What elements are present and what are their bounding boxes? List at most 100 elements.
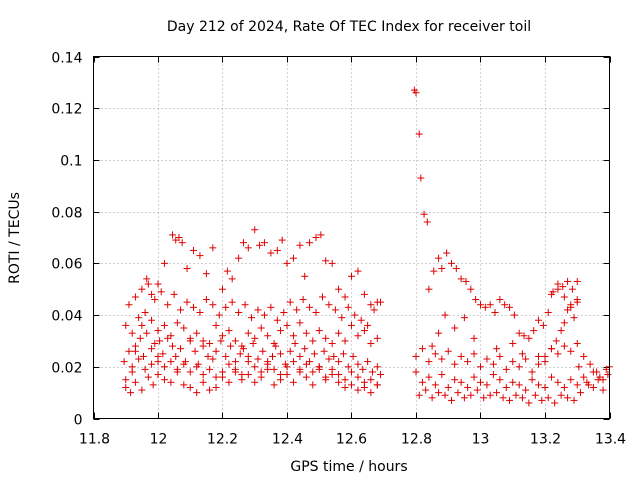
- data-point: [570, 314, 578, 322]
- data-point: [351, 311, 359, 319]
- data-point: [151, 340, 159, 348]
- data-point: [567, 303, 575, 311]
- data-point: [489, 371, 497, 379]
- data-point: [125, 301, 133, 309]
- data-point: [575, 363, 583, 371]
- data-point: [491, 308, 499, 316]
- data-point: [535, 352, 543, 360]
- data-point: [483, 355, 491, 363]
- data-point: [148, 345, 156, 353]
- data-point: [151, 296, 159, 304]
- data-point: [302, 329, 310, 337]
- data-point: [435, 389, 443, 397]
- data-point: [322, 257, 330, 265]
- data-point: [239, 239, 247, 247]
- data-point: [212, 321, 220, 329]
- data-point: [167, 378, 175, 386]
- data-point: [312, 234, 320, 241]
- data-point: [441, 311, 449, 319]
- data-point: [289, 378, 297, 386]
- data-point: [169, 342, 177, 350]
- data-point: [359, 365, 367, 373]
- data-point: [496, 376, 504, 384]
- data-point: [244, 358, 252, 366]
- data-point: [580, 352, 588, 360]
- data-point: [325, 301, 333, 309]
- data-point: [564, 277, 572, 285]
- y-tick-label: 0.02: [51, 361, 82, 377]
- data-point: [483, 381, 491, 389]
- data-point: [122, 383, 130, 391]
- data-point: [160, 321, 168, 329]
- data-point: [477, 378, 484, 386]
- data-point: [509, 378, 517, 386]
- data-point: [367, 389, 375, 397]
- y-tick-label: 0.08: [51, 206, 82, 222]
- data-point: [286, 347, 294, 355]
- data-point: [522, 355, 530, 363]
- data-point: [568, 285, 576, 293]
- data-point: [289, 332, 297, 340]
- data-point: [412, 368, 420, 376]
- data-point: [341, 383, 349, 391]
- data-point: [431, 381, 439, 389]
- data-point: [251, 226, 259, 234]
- data-point: [541, 358, 549, 366]
- data-point: [199, 337, 207, 345]
- x-tick-label: 12: [150, 432, 168, 448]
- data-point: [443, 249, 451, 257]
- data-point: [215, 311, 223, 319]
- data-point: [128, 329, 136, 337]
- data-point: [435, 254, 443, 262]
- data-point: [370, 306, 378, 314]
- data-point: [535, 360, 543, 368]
- y-tick-label: 0: [74, 413, 83, 429]
- y-axis-label: ROTI / TECUs: [7, 192, 23, 284]
- data-point: [428, 394, 436, 402]
- data-point: [357, 316, 365, 324]
- data-point: [547, 290, 555, 298]
- data-point: [251, 378, 259, 386]
- data-point: [231, 358, 239, 366]
- data-point: [289, 254, 297, 262]
- data-point: [291, 340, 299, 348]
- data-point: [481, 303, 489, 311]
- data-point: [178, 239, 186, 247]
- y-tick-labels: 0 0.02 0.04 0.06 0.08 0.1 0.12 0.14: [51, 51, 82, 429]
- data-point: [580, 373, 588, 381]
- y-tick-label: 0.1: [60, 154, 82, 170]
- data-point: [599, 386, 607, 394]
- data-point: [341, 337, 349, 345]
- data-point: [277, 350, 285, 358]
- data-point: [438, 355, 446, 363]
- data-point: [225, 378, 233, 386]
- data-point: [136, 334, 144, 342]
- data-point: [217, 337, 225, 345]
- data-point: [559, 283, 567, 291]
- data-point: [125, 347, 133, 355]
- data-point: [154, 280, 162, 288]
- data-point: [441, 391, 449, 399]
- data-point: [235, 254, 243, 262]
- data-point: [522, 386, 530, 394]
- data-point: [306, 239, 314, 247]
- data-point: [493, 345, 501, 353]
- data-points: [120, 86, 613, 407]
- data-point: [354, 386, 362, 394]
- data-point: [143, 329, 151, 337]
- x-tick-label: 12.4: [272, 432, 303, 448]
- data-point: [467, 391, 475, 399]
- data-point: [283, 259, 291, 267]
- data-point: [554, 350, 562, 358]
- data-point: [412, 89, 420, 97]
- chart-title: Day 212 of 2024, Rate Of TEC Index for r…: [167, 19, 531, 35]
- data-point: [238, 342, 246, 350]
- data-point: [199, 371, 207, 379]
- data-point: [122, 376, 130, 384]
- data-point: [564, 394, 572, 402]
- data-point: [193, 329, 201, 337]
- data-point: [312, 308, 320, 316]
- x-tick-label: 12.6: [336, 432, 367, 448]
- data-point: [128, 363, 136, 371]
